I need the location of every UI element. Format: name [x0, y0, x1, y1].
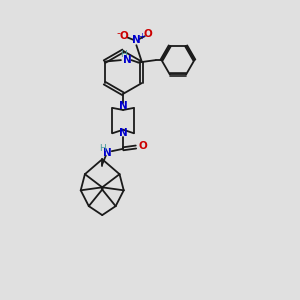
Text: H: H — [99, 144, 106, 153]
Text: N: N — [119, 101, 128, 111]
Text: H: H — [120, 50, 127, 59]
Text: +: + — [138, 32, 145, 41]
Text: O: O — [138, 141, 147, 151]
Text: O: O — [143, 29, 152, 39]
Text: N: N — [123, 55, 132, 64]
Text: N: N — [119, 128, 128, 138]
Text: N: N — [132, 35, 141, 45]
Text: -: - — [116, 28, 121, 38]
Text: O: O — [119, 31, 128, 40]
Text: N: N — [103, 148, 112, 158]
